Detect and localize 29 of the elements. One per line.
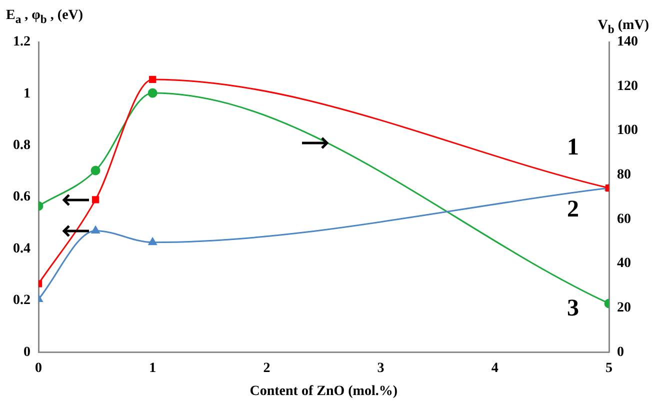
x-tick-label: 0 <box>35 361 42 376</box>
y2-tick-label: 20 <box>617 300 631 316</box>
annotation: 2 <box>567 196 579 222</box>
y2-tick-label: 100 <box>617 123 638 138</box>
x-axis-title: Content of ZnO (mol.%) <box>250 384 398 400</box>
annotation: 1 <box>567 134 579 160</box>
x-tick-label: 4 <box>491 361 498 376</box>
annotation: 3 <box>567 296 579 322</box>
x-tick-label: 1 <box>149 361 156 376</box>
y2-tick-label: 140 <box>617 34 638 50</box>
y-tick-label: 0.6 <box>13 190 30 205</box>
y-tick-label: 1.2 <box>13 34 30 50</box>
point <box>148 238 157 246</box>
x-tick-label: 2 <box>263 361 270 376</box>
y-tick-label: 1 <box>24 86 30 102</box>
y-tick-label: 0 <box>24 344 30 360</box>
y2-tick-label: 60 <box>617 212 631 227</box>
y2-tick-label: 80 <box>617 168 631 183</box>
y-tick-label: 0.4 <box>13 241 30 256</box>
y-axis-title: E$_{a}$ , φ$_{b}$ , (eV) <box>6 8 84 26</box>
y2-tick-label: 120 <box>617 78 638 94</box>
x-tick-label: 3 <box>377 361 384 376</box>
y-tick-label: 0.8 <box>13 138 30 154</box>
y2-tick-label: 40 <box>617 256 631 272</box>
y-tick-label: 0.2 <box>13 293 30 308</box>
y2-tick-label: 0 <box>617 344 624 360</box>
x-tick-label: 5 <box>606 361 612 376</box>
y2-axis-title: V$_{b}$ (mV) <box>598 18 649 36</box>
point <box>91 226 100 234</box>
